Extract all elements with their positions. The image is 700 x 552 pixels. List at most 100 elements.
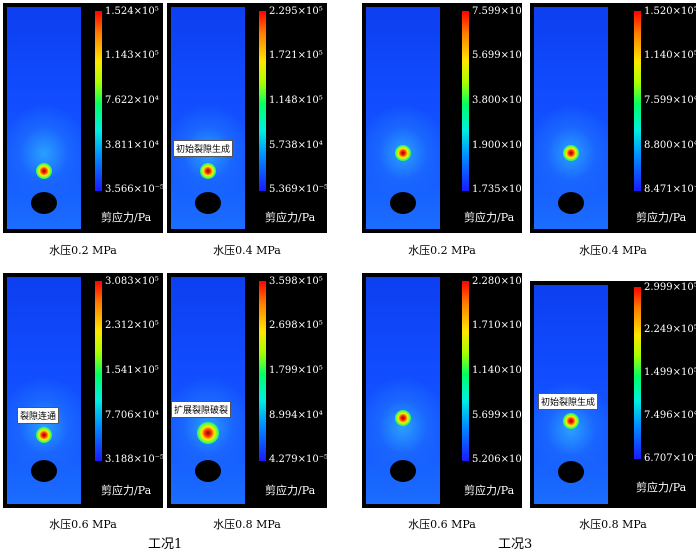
panel-caption: 水压0.8 MPa: [213, 518, 281, 531]
colorbar-tick: 5.699×10⁴: [472, 50, 526, 61]
colorbar-tick: 5.738×10⁴: [269, 140, 323, 151]
panel-caption: 水压0.6 MPa: [408, 518, 476, 531]
colorbar-label: 剪应力/Pa: [101, 211, 152, 224]
crack-annotation: 扩展裂隙破裂: [171, 401, 232, 418]
stress-concentration: [197, 422, 219, 444]
colorbar-tick: 7.496×10⁴: [644, 410, 698, 421]
borehole: [390, 192, 416, 214]
group-caption-1: 工况1: [148, 537, 183, 552]
stress-panel-2: 初始裂隙生成 2.295×10⁵ 1.721×10⁵ 1.148×10⁵ 5.7…: [167, 3, 329, 233]
colorbar-tick: 1.140×10⁵: [472, 365, 526, 376]
colorbar-tick: 2.999×10⁵: [644, 282, 698, 293]
crack-annotation: 裂隙连通: [17, 407, 60, 424]
colorbar-tick: 2.280×10⁵: [472, 276, 526, 287]
stress-panel-8: 初始裂隙生成 2.999×10⁵ 2.249×10⁵ 1.499×10⁵ 7.4…: [530, 281, 700, 508]
crack-annotation: 初始裂隙生成: [173, 140, 234, 157]
colorbar-tick: 1.799×10⁵: [269, 365, 323, 376]
colorbar: [462, 11, 469, 191]
colorbar-tick: 7.706×10⁴: [105, 410, 159, 421]
stress-field: [171, 7, 245, 229]
colorbar-tick: 1.541×10⁵: [105, 365, 159, 376]
colorbar-tick: 1.524×10⁵: [105, 6, 159, 17]
borehole: [31, 192, 57, 214]
colorbar-tick: 2.698×10⁵: [269, 320, 323, 331]
stress-field: [366, 277, 440, 504]
panel-caption: 水压0.2 MPa: [49, 244, 117, 257]
stress-field: [7, 7, 81, 229]
colorbar-tick: 3.566×10⁻⁵: [105, 184, 165, 195]
colorbar: [95, 281, 102, 461]
colorbar-tick: 8.471×10⁻⁵: [644, 184, 700, 195]
stress-concentration: [200, 163, 216, 179]
colorbar-tick: 5.699×10⁴: [472, 410, 526, 421]
stress-concentration: [563, 413, 579, 429]
borehole: [195, 192, 221, 214]
colorbar: [634, 287, 641, 459]
colorbar: [95, 11, 102, 191]
colorbar: [259, 281, 266, 461]
colorbar-tick: 1.710×10⁵: [472, 320, 526, 331]
colorbar-tick: 3.188×10⁻⁵: [105, 454, 165, 465]
colorbar-tick: 1.900×10⁴: [472, 140, 526, 151]
colorbar-label: 剪应力/Pa: [636, 481, 687, 494]
colorbar-tick: 1.721×10⁵: [269, 50, 323, 61]
colorbar-tick: 1.148×10⁵: [269, 95, 323, 106]
stress-field: [171, 277, 245, 504]
stress-field: [534, 7, 608, 229]
crack-annotation: 初始裂隙生成: [538, 393, 599, 410]
borehole: [390, 460, 416, 482]
colorbar-tick: 7.599×10⁴: [644, 95, 698, 106]
stress-concentration: [36, 163, 52, 179]
stress-panel-1: 1.524×10⁵ 1.143×10⁵ 7.622×10⁴ 3.811×10⁴ …: [3, 3, 165, 233]
colorbar-label: 剪应力/Pa: [636, 211, 687, 224]
borehole: [195, 460, 221, 482]
colorbar: [634, 11, 641, 191]
stress-field: [7, 277, 81, 504]
colorbar-tick: 1.143×10⁵: [105, 50, 159, 61]
colorbar-tick: 3.598×10⁵: [269, 276, 323, 287]
stress-concentration: [395, 410, 411, 426]
colorbar-tick: 1.499×10⁵: [644, 367, 698, 378]
stress-concentration: [563, 145, 579, 161]
colorbar-tick: 2.295×10⁵: [269, 6, 323, 17]
stress-panel-3: 7.599×10⁴ 5.699×10⁴ 3.800×10⁴ 1.900×10⁴ …: [362, 3, 531, 233]
colorbar-tick: 7.599×10⁴: [472, 6, 526, 17]
colorbar-tick: 8.994×10⁴: [269, 410, 323, 421]
colorbar: [259, 11, 266, 191]
colorbar-tick: 1.735×10⁻⁵: [472, 184, 532, 195]
stress-field: [366, 7, 440, 229]
panel-caption: 水压0.6 MPa: [49, 518, 117, 531]
stress-concentration: [395, 145, 411, 161]
colorbar-label: 剪应力/Pa: [265, 484, 316, 497]
panel-caption: 水压0.2 MPa: [408, 244, 476, 257]
colorbar-tick: 3.811×10⁴: [105, 140, 159, 151]
colorbar-tick: 7.622×10⁴: [105, 95, 159, 106]
colorbar: [462, 281, 469, 461]
colorbar-tick: 6.707×10⁻⁵: [644, 453, 700, 464]
stress-concentration: [36, 427, 52, 443]
colorbar-tick: 5.206×10⁻⁵: [472, 454, 532, 465]
stress-panel-7: 2.280×10⁵ 1.710×10⁵ 1.140×10⁵ 5.699×10⁴ …: [362, 273, 531, 508]
colorbar-tick: 1.520×10⁵: [644, 6, 698, 17]
panel-caption: 水压0.8 MPa: [579, 518, 647, 531]
stress-panel-5: 裂隙连通 3.083×10⁵ 2.312×10⁵ 1.541×10⁵ 7.706…: [3, 273, 165, 508]
colorbar-tick: 4.279×10⁻⁵: [269, 454, 329, 465]
borehole: [558, 461, 584, 483]
group-caption-3: 工况3: [498, 537, 533, 552]
colorbar-label: 剪应力/Pa: [464, 211, 515, 224]
colorbar-tick: 3.083×10⁵: [105, 276, 159, 287]
colorbar-tick: 8.800×10⁴: [644, 140, 698, 151]
borehole: [31, 460, 57, 482]
colorbar-tick: 2.312×10⁵: [105, 320, 159, 331]
panel-caption: 水压0.4 MPa: [213, 244, 281, 257]
stress-panel-6: 扩展裂隙破裂 3.598×10⁵ 2.698×10⁵ 1.799×10⁵ 8.9…: [167, 273, 329, 508]
colorbar-tick: 5.369×10⁻⁵: [269, 184, 329, 195]
colorbar-label: 剪应力/Pa: [464, 484, 515, 497]
colorbar-tick: 3.800×10⁴: [472, 95, 526, 106]
panel-caption: 水压0.4 MPa: [579, 244, 647, 257]
colorbar-label: 剪应力/Pa: [101, 484, 152, 497]
stress-panel-4: 1.520×10⁵ 1.140×10⁵ 7.599×10⁴ 8.800×10⁴ …: [530, 3, 700, 233]
borehole: [558, 192, 584, 214]
colorbar-tick: 2.249×10⁵: [644, 324, 698, 335]
colorbar-label: 剪应力/Pa: [265, 211, 316, 224]
